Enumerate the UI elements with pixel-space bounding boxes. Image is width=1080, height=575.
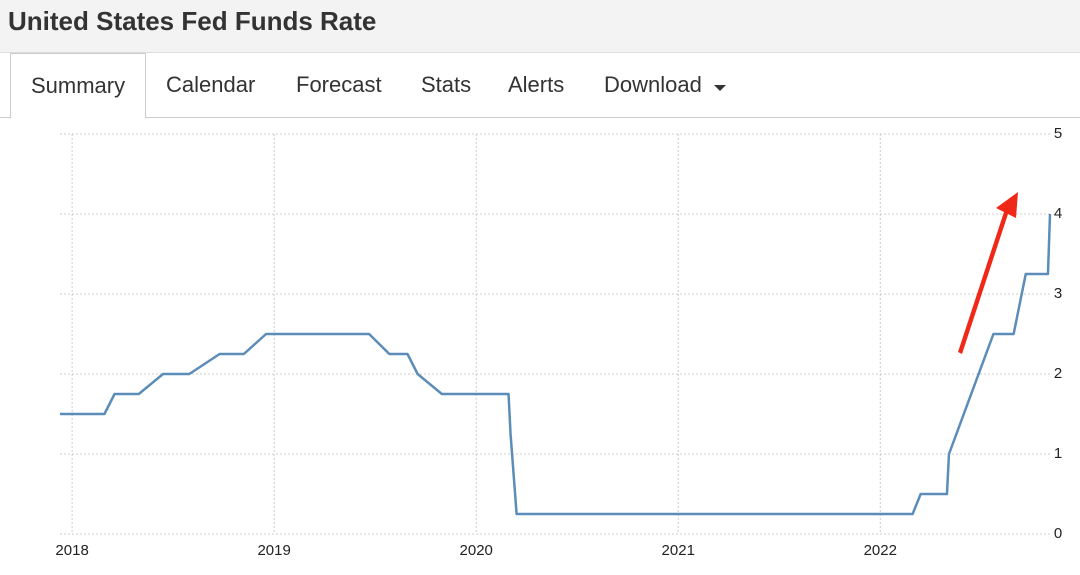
x-tick-label: 2020 bbox=[460, 542, 493, 559]
y-tick-label: 2 bbox=[1054, 365, 1062, 382]
y-tick-label: 3 bbox=[1054, 285, 1062, 302]
tab-bar: Summary Calendar Forecast Stats Alerts D… bbox=[0, 53, 1080, 119]
x-tick-label: 2022 bbox=[864, 542, 897, 559]
x-tick-label: 2019 bbox=[257, 542, 290, 559]
tab[interactable]: Forecast bbox=[296, 72, 382, 97]
y-tick-label: 4 bbox=[1054, 205, 1062, 222]
tab[interactable]: Download bbox=[604, 72, 702, 97]
tab[interactable]: Stats bbox=[421, 72, 472, 97]
page-title: United States Fed Funds Rate bbox=[8, 6, 377, 36]
title-bar: United States Fed Funds Rate bbox=[0, 0, 1080, 53]
tab[interactable]: Summary bbox=[10, 53, 147, 119]
chart: 2022 2021 2020 2019 2018 5 4 3 2 1 0 bbox=[55, 125, 1062, 559]
y-tick-label: 5 bbox=[1054, 125, 1062, 142]
x-tick-label: 2018 bbox=[55, 542, 88, 559]
line-series bbox=[60, 213, 1052, 516]
y-tick-label: 0 bbox=[1054, 525, 1062, 542]
y-tick-label: 1 bbox=[1054, 445, 1062, 462]
dropdown-caret[interactable] bbox=[713, 83, 727, 93]
tab[interactable]: Calendar bbox=[166, 72, 256, 97]
tab[interactable]: Alerts bbox=[508, 72, 565, 97]
x-tick-label: 2021 bbox=[662, 542, 695, 559]
annotation-arrow bbox=[958, 192, 1018, 354]
